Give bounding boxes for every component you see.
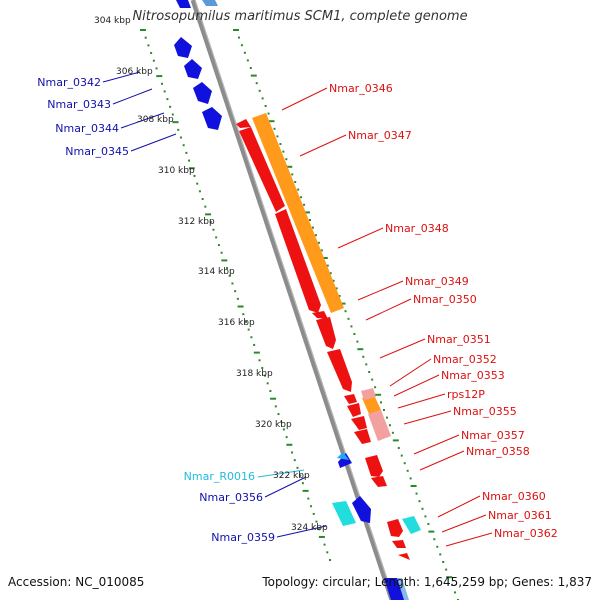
leader-line [264, 476, 307, 498]
scale-label: 318 kbp [236, 369, 273, 379]
gene-label-forward: Nmar_0360 [482, 490, 546, 503]
gene-label-reverse: Nmar_0343 [47, 98, 111, 111]
leader-line [445, 532, 493, 547]
gene-feature [352, 496, 371, 523]
gene-feature [236, 119, 251, 128]
gene-feature [368, 410, 391, 441]
map-title: Nitrosopumilus maritimus SCM1, complete … [132, 9, 468, 24]
leader-line [403, 410, 452, 425]
gene-feature [184, 59, 202, 79]
gene-label-forward: Nmar_0358 [466, 445, 530, 458]
gene-feature [252, 113, 344, 313]
scale-label: 312 kbp [178, 217, 215, 227]
gene-feature [332, 501, 356, 526]
gene-feature [392, 540, 406, 548]
leader-line [102, 71, 141, 83]
gene-label-forward: Nmar_0355 [453, 405, 517, 418]
gene-feature [327, 349, 352, 392]
gene-feature [347, 403, 361, 417]
scale-label: 316 kbp [218, 318, 255, 328]
gene-feature [398, 553, 410, 560]
topology-summary: Topology: circular; Length: 1,645,259 bp… [262, 575, 592, 589]
gene-feature [344, 394, 357, 404]
leader-line [397, 393, 446, 409]
gene-feature [371, 476, 387, 487]
leader-line [357, 280, 404, 301]
gene-labels: Nmar_0346 Nmar_0347 Nmar_0348 Nmar_0349 Nmar… [37, 76, 557, 544]
gene-feature [275, 209, 321, 313]
gene-label-reverse: Nmar_0345 [65, 145, 129, 158]
gene-feature [239, 127, 285, 212]
leader-line [281, 87, 328, 111]
gene-feature [193, 82, 212, 104]
gene-feature [361, 388, 376, 400]
scale-label: 308 kbp [137, 115, 174, 125]
leader-line [393, 374, 440, 397]
gene-label-rna: Nmar_R0016 [184, 470, 255, 483]
scale-label: 324 kbp [291, 523, 328, 533]
gene-feature [387, 519, 403, 537]
gene-label-forward: Nmar_0348 [385, 222, 449, 235]
gene-label-forward: Nmar_0352 [433, 353, 497, 366]
gene-label-forward: Nmar_0351 [427, 333, 491, 346]
leader-line [112, 88, 153, 105]
gene-label-forward: Nmar_0362 [494, 527, 558, 540]
leader-line [257, 469, 305, 478]
gene-label-forward: Nmar_0353 [441, 369, 505, 382]
gene-feature [351, 416, 367, 430]
gene-label-reverse: Nmar_0356 [199, 491, 263, 504]
leader-line [413, 434, 460, 455]
leader-line [437, 495, 481, 518]
scale-labels: 304 kbp 306 kbp 308 kbp 310 kbp 312 kbp 314 k… [94, 16, 328, 533]
leader-line [389, 358, 432, 387]
gene-feature [402, 516, 421, 534]
gene-feature [337, 452, 349, 460]
gene-label-reverse: Nmar_0359 [211, 531, 275, 544]
leader-line [130, 133, 177, 152]
scale-label: 320 kbp [255, 420, 292, 430]
leader-line [365, 298, 412, 321]
leader-line [379, 338, 426, 359]
feature-track [174, 0, 421, 600]
gene-label-reverse: Nmar_0344 [55, 122, 119, 135]
gene-label-reverse: Nmar_0342 [37, 76, 101, 89]
gene-label-forward: Nmar_0361 [488, 509, 552, 522]
outer-tick-ring [233, 29, 459, 600]
gene-label-forward: Nmar_0346 [329, 82, 393, 95]
accession-text: Accession: NC_010085 [8, 575, 145, 589]
gene-feature [354, 429, 371, 444]
gene-feature [176, 0, 191, 8]
gene-feature [312, 311, 328, 319]
gene-feature [202, 0, 218, 6]
gene-feature [316, 317, 336, 349]
leader-line [276, 525, 327, 538]
gene-feature [362, 395, 381, 414]
gene-label-forward: rps12P [447, 388, 485, 401]
leader-line [337, 227, 384, 249]
gene-feature [202, 107, 222, 130]
gene-label-forward: Nmar_0349 [405, 275, 469, 288]
gene-feature [365, 455, 383, 477]
gene-label-forward: Nmar_0350 [413, 293, 477, 306]
gene-feature [397, 578, 409, 600]
scale-label: 306 kbp [116, 67, 153, 77]
gene-label-forward: Nmar_0357 [461, 429, 525, 442]
inner-tick-ring [140, 29, 331, 561]
scale-label: 314 kbp [198, 267, 235, 277]
leader-line [120, 112, 165, 129]
gene-feature [174, 37, 192, 58]
leader-line [299, 134, 347, 157]
scale-label: 322 kbp [273, 471, 310, 481]
gene-feature [338, 453, 352, 468]
leader-line [419, 450, 465, 471]
leader-line [441, 514, 487, 533]
scale-label: 304 kbp [94, 16, 131, 26]
label-leaders [102, 71, 493, 547]
scale-label: 310 kbp [158, 166, 195, 176]
gene-label-forward: Nmar_0347 [348, 129, 412, 142]
